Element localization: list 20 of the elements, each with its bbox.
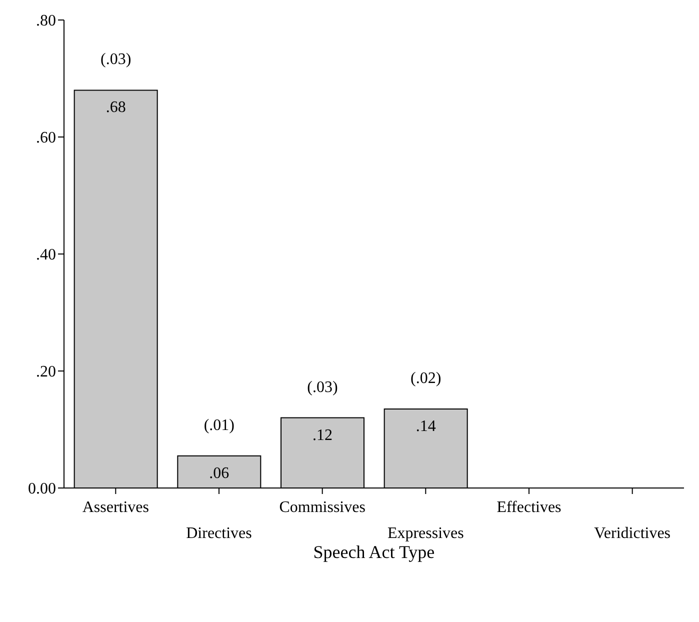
data-label: .14 bbox=[416, 418, 436, 436]
x-tick-label: Effectives bbox=[496, 499, 562, 516]
y-tick-label: .80 bbox=[36, 12, 56, 30]
data-label: .12 bbox=[312, 426, 332, 444]
x-tick-label: Expressives bbox=[387, 525, 464, 542]
y-tick-label: .40 bbox=[36, 246, 56, 264]
y-tick-label: .20 bbox=[36, 364, 56, 381]
x-tick-label: Veridictives bbox=[594, 525, 671, 542]
x-tick-label: Assertives bbox=[82, 499, 149, 516]
y-tick-label: 0.00 bbox=[28, 480, 56, 498]
x-tick-label: Commissives bbox=[279, 499, 366, 516]
annotation: (.01) bbox=[204, 416, 234, 434]
x-axis-title: Speech Act Type bbox=[313, 542, 435, 562]
y-tick-label: .60 bbox=[36, 130, 56, 147]
annotation: (.03) bbox=[307, 378, 338, 396]
data-label: .68 bbox=[106, 99, 126, 116]
annotation: (.02) bbox=[410, 370, 442, 388]
x-tick-label: Directives bbox=[186, 525, 252, 542]
annotation: (.03) bbox=[100, 51, 132, 68]
data-label: .06 bbox=[209, 464, 230, 482]
